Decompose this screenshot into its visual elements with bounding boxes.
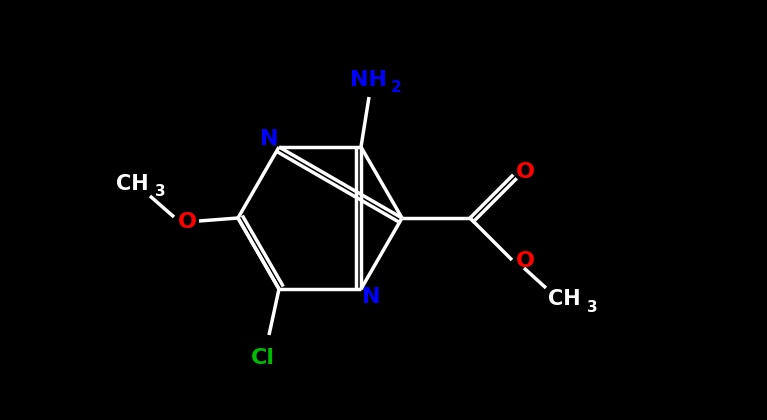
Text: CH: CH bbox=[116, 174, 148, 194]
Text: 3: 3 bbox=[587, 299, 597, 315]
Text: 3: 3 bbox=[155, 184, 166, 200]
Text: O: O bbox=[177, 212, 196, 232]
Text: O: O bbox=[515, 162, 535, 182]
Text: CH: CH bbox=[548, 289, 581, 309]
Text: N: N bbox=[362, 287, 380, 307]
Text: 2: 2 bbox=[390, 81, 401, 95]
Text: N: N bbox=[260, 129, 278, 149]
Text: Cl: Cl bbox=[251, 348, 275, 368]
Text: NH: NH bbox=[351, 70, 387, 90]
Text: O: O bbox=[515, 251, 535, 271]
